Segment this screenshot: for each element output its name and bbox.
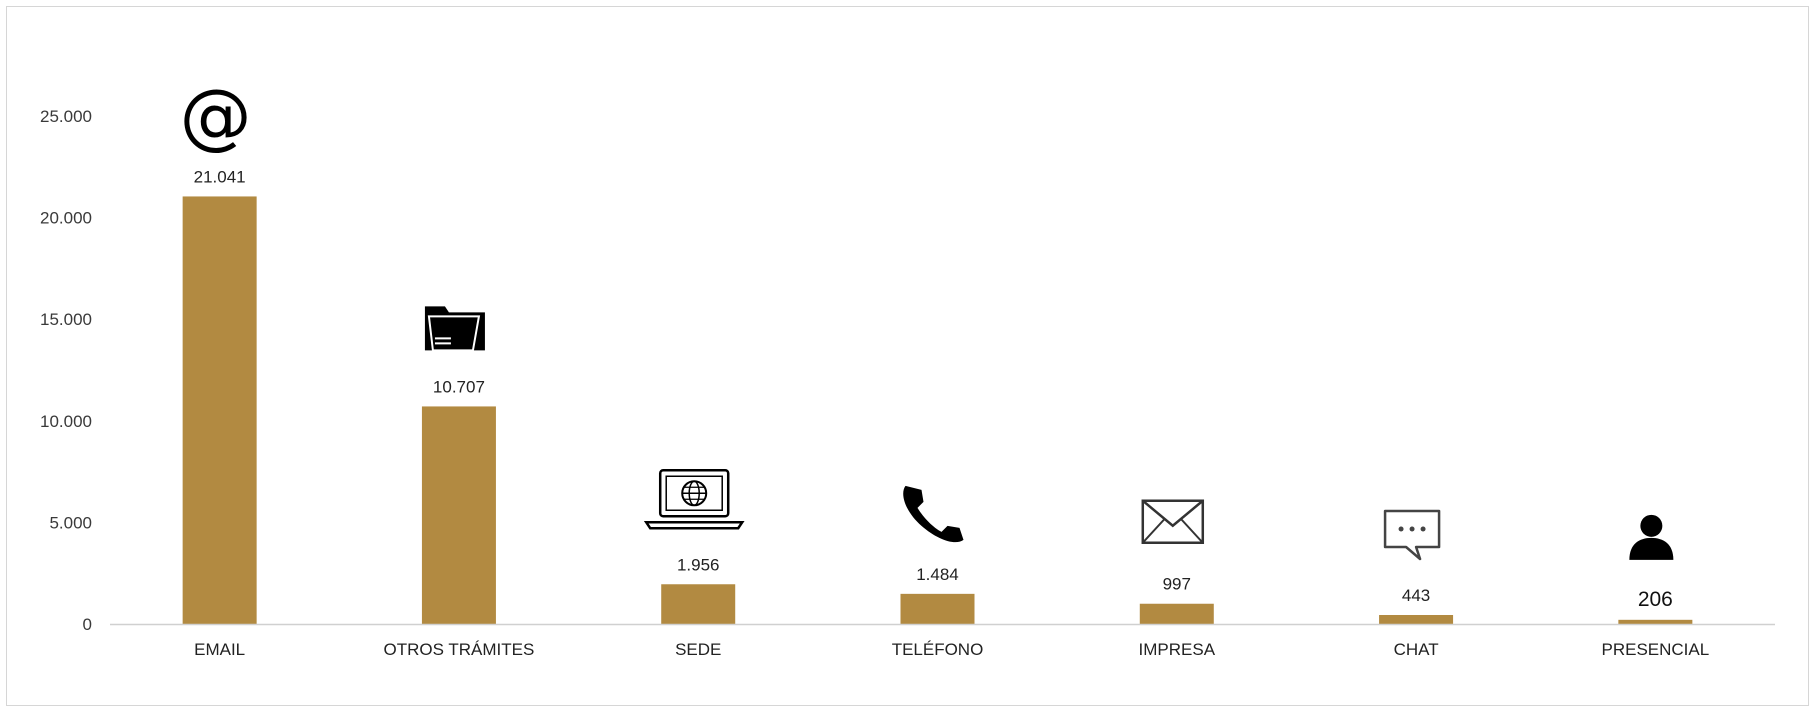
x-axis: EMAIL OTROS TRÁMITES SEDE TELÉFONO IMPRESA CH… [110,623,1775,659]
x-tick-label: TELÉFONO [892,640,984,659]
bar [1618,619,1693,624]
x-tick-label: CHAT [1394,640,1439,659]
folder-icon [423,305,486,352]
data-label: 443 [1402,586,1430,605]
y-tick-label: 5.000 [49,513,92,532]
data-label: 206 [1638,588,1673,611]
chat-bubble-icon [1383,509,1441,561]
bar [1139,603,1214,624]
y-tick-label: 25.000 [40,107,92,126]
bar [1379,614,1454,624]
data-label: 21.041 [194,167,246,186]
x-tick-label: OTROS TRÁMITES [384,640,535,659]
y-tick-label: 15.000 [40,310,92,329]
bar [661,584,736,624]
envelope-icon [1141,499,1205,544]
data-label: 997 [1163,575,1191,594]
telephone-icon [903,485,964,543]
x-tick-label: PRESENCIAL [1602,640,1710,659]
y-tick-label: 10.000 [40,412,92,431]
bars: 21.041 10.707 1.956 1.484 997 443 206 [179,73,1693,624]
bar [182,196,257,624]
x-tick-label: SEDE [675,640,721,659]
data-label: 10.707 [433,377,485,396]
bar [900,593,975,624]
at-sign-icon [179,73,252,158]
data-label: 1.956 [677,555,720,574]
person-icon [1629,514,1674,560]
y-tick-label: 0 [83,615,92,634]
data-label: 1.484 [916,565,959,584]
y-axis: 0 5.000 10.000 15.000 20.000 25.000 [40,107,92,634]
x-tick-label: EMAIL [194,640,245,659]
x-tick-label: IMPRESA [1139,640,1216,659]
bar-chart: @ [40,73,1775,659]
bar [421,406,496,624]
y-tick-label: 20.000 [40,209,92,228]
laptop-globe-icon [644,469,744,530]
